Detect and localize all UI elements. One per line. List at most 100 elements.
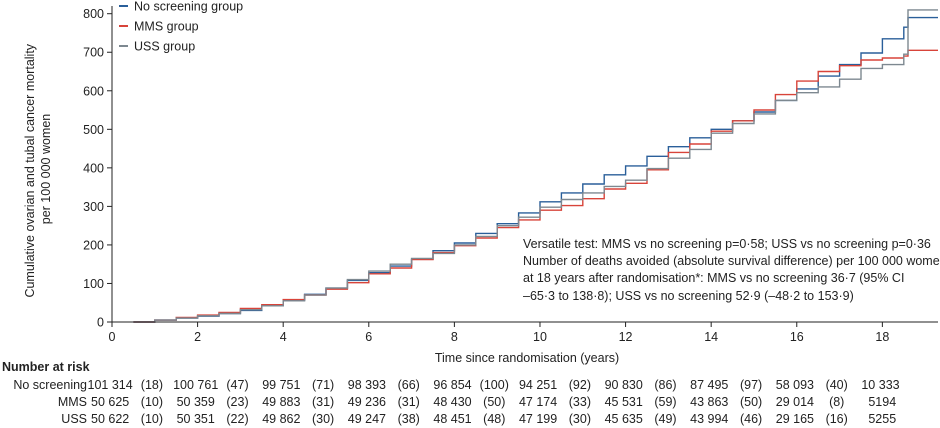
x-tick-label: 4 xyxy=(280,330,287,344)
risk-cell: 50 625 xyxy=(91,395,130,409)
risk-cell: 5194 xyxy=(868,395,897,409)
risk-cell: 48 430 xyxy=(433,395,472,409)
y-tick-label: 700 xyxy=(83,46,104,60)
x-tick-label: 14 xyxy=(704,330,718,344)
y-tick-label: 500 xyxy=(83,123,104,137)
risk-cell: 29 014 xyxy=(775,395,814,409)
risk-cell: (31) xyxy=(397,395,420,409)
risk-row-label: USS xyxy=(61,412,87,426)
y-tick-label: 300 xyxy=(83,200,104,214)
risk-cell: (86) xyxy=(654,378,677,392)
risk-cell: (23) xyxy=(226,395,249,409)
statistics-annotation: Versatile test: MMS vs no screening p=0·… xyxy=(523,236,940,305)
risk-row-label: No screening xyxy=(13,378,87,392)
risk-cell: (38) xyxy=(397,412,420,426)
annotation-line-2: Number of deaths avoided (absolute survi… xyxy=(523,254,940,269)
risk-cell: 90 830 xyxy=(604,378,643,392)
x-tick-label: 0 xyxy=(109,330,116,344)
risk-cell: 48 451 xyxy=(433,412,472,426)
risk-cell: 94 251 xyxy=(518,378,558,392)
risk-cell: (8) xyxy=(829,395,845,409)
annotation-line-4: –65·3 to 138·8); USS vs no screening 52·… xyxy=(523,288,854,303)
risk-cell: 49 236 xyxy=(347,395,387,409)
risk-cell: (59) xyxy=(654,395,677,409)
y-tick-label: 400 xyxy=(83,161,104,175)
y-tick-label: 200 xyxy=(83,238,104,252)
y-axis-label-line-2: per 100 000 women xyxy=(39,114,53,225)
risk-cell: 43 994 xyxy=(690,412,729,426)
risk-cell: 5255 xyxy=(868,412,897,426)
risk-cell: 98 393 xyxy=(347,378,387,392)
risk-cell: (66) xyxy=(397,378,420,392)
risk-cell: (30) xyxy=(568,412,591,426)
legend: No screening group MMS group USS group xyxy=(119,0,243,54)
risk-cell: (48) xyxy=(483,412,506,426)
risk-cell: (18) xyxy=(140,378,164,392)
y-tick-label: 100 xyxy=(83,277,104,291)
risk-cell: 49 247 xyxy=(347,412,387,426)
y-axis-label-line-1: Cumulative ovarian and tubal cancer mort… xyxy=(23,43,37,297)
legend-label-2: MMS group xyxy=(134,20,199,34)
risk-cell: 50 351 xyxy=(176,412,215,426)
risk-row: No screening 101 314 (18) 100 761 (47) 99 751… xyxy=(0,378,940,394)
risk-cell: 96 854 xyxy=(433,378,472,392)
risk-cell: (10) xyxy=(140,412,164,426)
x-tick-label: 16 xyxy=(790,330,804,344)
series-line-3 xyxy=(133,9,938,323)
risk-cell: 50 622 xyxy=(91,412,130,426)
risk-cell: (10) xyxy=(140,395,164,409)
y-tick-label: 0 xyxy=(97,316,104,330)
x-tick-label: 18 xyxy=(875,330,889,344)
risk-cell: 58 093 xyxy=(775,378,814,392)
risk-cell: (92) xyxy=(568,378,591,392)
risk-cell: (31) xyxy=(311,395,335,409)
risk-table-title: Number at risk xyxy=(2,360,90,374)
risk-cell: (22) xyxy=(226,412,249,426)
y-axis-label: Cumulative ovarian and tubal cancer mort… xyxy=(23,40,53,297)
legend-label-3: USS group xyxy=(134,40,195,54)
risk-cell: (100) xyxy=(479,378,509,392)
risk-cell: (33) xyxy=(568,395,591,409)
legend-label-1: No screening group xyxy=(134,0,243,14)
annotation-line-3: at 18 years after randomisation*: MMS vs… xyxy=(523,271,905,286)
annotation-line-1: Versatile test: MMS vs no screening p=0·… xyxy=(523,237,931,251)
x-tick-label: 6 xyxy=(365,330,372,344)
x-tick-label: 12 xyxy=(619,330,633,344)
risk-cell: 50 359 xyxy=(176,395,215,409)
risk-cell: (16) xyxy=(825,412,848,426)
risk-cell: (50) xyxy=(739,395,763,409)
risk-cell: 29 165 xyxy=(775,412,814,426)
risk-cell: (50) xyxy=(483,395,506,409)
risk-cell: (30) xyxy=(311,412,335,426)
risk-row: USS 50 622 (10) 50 351 (22) 49 862 (30) 49 247 (… xyxy=(0,412,940,428)
risk-cell: 101 314 xyxy=(87,378,133,392)
risk-cell: 47 174 xyxy=(518,395,558,409)
risk-row: MMS 50 625 (10) 50 359 (23) 49 883 (31) 49 236 (… xyxy=(0,395,940,411)
x-tick-label: 10 xyxy=(533,330,547,344)
risk-cell: 87 495 xyxy=(690,378,729,392)
risk-cell: (46) xyxy=(739,412,763,426)
x-tick-label: 8 xyxy=(451,330,458,344)
y-tick-label: 800 xyxy=(83,7,104,21)
risk-cell: 45 635 xyxy=(604,412,643,426)
risk-row-label: MMS xyxy=(57,395,87,409)
risk-cell: (97) xyxy=(739,378,763,392)
risk-cell: 47 199 xyxy=(518,412,558,426)
risk-cell: 49 862 xyxy=(262,412,301,426)
risk-cell: (71) xyxy=(311,378,335,392)
x-tick-label: 2 xyxy=(194,330,201,344)
y-tick-label: 600 xyxy=(83,84,104,98)
risk-cell: 99 751 xyxy=(262,378,301,392)
risk-cell: 43 863 xyxy=(690,395,729,409)
risk-cell: (47) xyxy=(226,378,249,392)
risk-cell: 49 883 xyxy=(262,395,301,409)
x-axis-label: Time since randomisation (years) xyxy=(435,351,619,365)
risk-cell: 10 333 xyxy=(861,378,900,392)
series-layer xyxy=(133,9,938,323)
risk-cell: (49) xyxy=(654,412,677,426)
risk-cell: (40) xyxy=(825,378,848,392)
axes: 0 100 200 300 400 500 600 700 800 0 2 4 6 8 10 12 14 16 18 xyxy=(83,6,938,344)
risk-cell: 100 761 xyxy=(173,378,219,392)
risk-cell: 45 531 xyxy=(604,395,643,409)
